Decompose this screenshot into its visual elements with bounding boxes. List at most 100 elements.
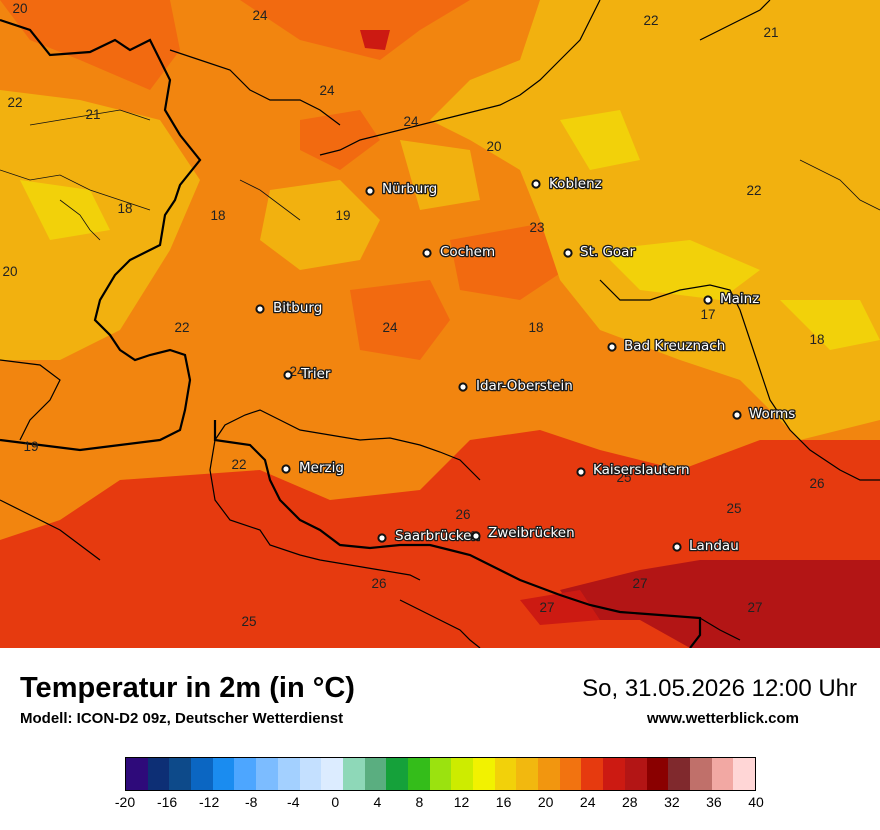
temp-label: 18 xyxy=(809,332,824,347)
legend-swatch xyxy=(191,758,213,790)
legend-tick-label: 32 xyxy=(664,794,680,810)
state-borders xyxy=(0,0,880,648)
city-koblenz[interactable]: Koblenz xyxy=(531,175,603,193)
legend-swatch xyxy=(364,758,387,790)
temp-label: 27 xyxy=(632,576,647,591)
temp-label: 27 xyxy=(747,600,762,615)
city-merzig[interactable]: Merzig xyxy=(281,459,345,477)
temp-label: 24 xyxy=(403,114,419,129)
city-mainz[interactable]: Mainz xyxy=(703,290,761,308)
district-borders xyxy=(0,109,880,241)
legend-tick-label: 16 xyxy=(495,794,512,810)
city-label: Worms xyxy=(749,406,795,422)
legend-swatch xyxy=(559,758,582,790)
legend-ticks: -20 -16 -12 -8 -4 0 4 8 12 16 20 24 28 32 36 40 xyxy=(115,794,764,814)
legend-swatch xyxy=(429,758,452,790)
temp-label: 22 xyxy=(7,95,22,110)
city-label: Koblenz xyxy=(549,176,602,192)
color-legend xyxy=(125,757,756,791)
temp-label: 23 xyxy=(529,220,544,235)
city-cochem[interactable]: Cochem xyxy=(422,243,496,261)
legend-swatch xyxy=(603,758,625,790)
city-label: Mainz xyxy=(720,291,759,307)
legend-tick-label: 24 xyxy=(579,794,596,810)
legend-tick-label: 12 xyxy=(453,794,470,810)
city-saarbruecken[interactable]: Saarbrücken xyxy=(377,527,481,545)
forecast-datetime: So, 31.05.2026 12:00 Uhr xyxy=(582,675,857,702)
legend-swatch xyxy=(711,758,734,790)
city-label: Zweibrücken xyxy=(488,525,575,541)
temperature-field-28 xyxy=(560,560,880,648)
legend-tick-label: 28 xyxy=(622,794,638,810)
city-trier[interactable]: Trier xyxy=(283,365,332,383)
legend-swatch xyxy=(451,758,473,790)
city-idar-oberstein[interactable]: Idar-Oberstein xyxy=(458,377,574,395)
legend-swatch xyxy=(321,758,343,790)
legend-tick-label: -20 xyxy=(114,794,136,810)
city-label: Saarbrücken xyxy=(395,528,480,544)
temp-label: 24 xyxy=(289,364,305,379)
legend-swatch xyxy=(689,758,712,790)
temperature-labels: 20 24 22 21 22 21 24 24 20 22 18 18 19 2… xyxy=(2,1,824,629)
legend-swatch xyxy=(538,758,560,790)
city-markers: Nürburg Koblenz Cochem St. Goar Mainz Bi… xyxy=(255,175,797,555)
city-label: Merzig xyxy=(299,460,344,476)
legend-swatch xyxy=(212,758,235,790)
temp-label: 26 xyxy=(455,507,470,522)
city-worms[interactable]: Worms xyxy=(732,405,797,423)
temperature-field-18 xyxy=(20,110,880,350)
legend-swatch xyxy=(668,758,690,790)
legend-swatch xyxy=(386,758,408,790)
country-borders xyxy=(0,18,702,648)
legend-swatch xyxy=(646,758,669,790)
city-bad-kreuznach[interactable]: Bad Kreuznach xyxy=(607,337,727,355)
city-st-goar[interactable]: St. Goar xyxy=(563,243,637,261)
city-landau[interactable]: Landau xyxy=(672,537,740,555)
model-source: Modell: ICON-D2 09z, Deutscher Wetterdie… xyxy=(20,710,344,727)
legend-swatch xyxy=(407,758,430,790)
temp-label: 22 xyxy=(643,13,658,28)
temp-label: 21 xyxy=(85,107,100,122)
temp-label: 22 xyxy=(174,320,189,335)
legend-swatch xyxy=(624,758,647,790)
legend-swatch xyxy=(126,758,148,790)
map-canvas: 20 24 22 21 22 21 24 24 20 22 18 18 19 2… xyxy=(0,0,880,648)
city-label: Cochem xyxy=(440,244,495,260)
temp-label: 25 xyxy=(241,614,256,629)
legend-swatch xyxy=(299,758,322,790)
legend-tick-label: 20 xyxy=(537,794,554,810)
map-footer: Temperatur in 2m (in °C) Modell: ICON-D2… xyxy=(0,648,880,830)
legend-swatch xyxy=(147,758,170,790)
legend-swatch xyxy=(277,758,300,790)
city-nuerburg[interactable]: Nürburg xyxy=(365,180,439,198)
temp-label: 24 xyxy=(382,320,398,335)
legend-tick-label: 8 xyxy=(415,794,424,810)
temp-label: 25 xyxy=(726,501,741,516)
city-label: Kaiserslautern xyxy=(593,462,690,478)
temp-label: 17 xyxy=(700,307,715,322)
city-bitburg[interactable]: Bitburg xyxy=(255,299,324,317)
legend-tick-label: -8 xyxy=(244,794,258,810)
legend-tick-label: -12 xyxy=(199,794,220,810)
temp-label: 24 xyxy=(252,8,268,23)
legend-swatch xyxy=(494,758,517,790)
city-zweibruecken[interactable]: Zweibrücken xyxy=(471,524,576,542)
temp-label: 22 xyxy=(231,457,246,472)
legend-swatch xyxy=(169,758,192,790)
temp-label: 26 xyxy=(809,476,824,491)
city-kaiserslautern[interactable]: Kaiserslautern xyxy=(576,461,691,479)
city-label: Trier xyxy=(300,366,331,382)
temp-label: 19 xyxy=(23,439,38,454)
city-label: St. Goar xyxy=(580,244,635,260)
temp-label: 18 xyxy=(528,320,543,335)
legend-swatch xyxy=(733,758,755,790)
legend-tick-label: -16 xyxy=(156,794,178,810)
temp-label: 20 xyxy=(486,139,501,154)
legend-swatch xyxy=(581,758,604,790)
legend-swatch xyxy=(234,758,257,790)
temp-label: 24 xyxy=(319,83,335,98)
temp-label: 21 xyxy=(763,25,778,40)
temperature-map[interactable]: 20 24 22 21 22 21 24 24 20 22 18 18 19 2… xyxy=(0,0,880,648)
website-link[interactable]: www.wetterblick.com xyxy=(647,710,799,727)
temperature-field-20 xyxy=(0,0,880,440)
